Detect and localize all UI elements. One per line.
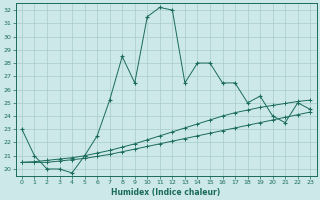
X-axis label: Humidex (Indice chaleur): Humidex (Indice chaleur) <box>111 188 221 197</box>
